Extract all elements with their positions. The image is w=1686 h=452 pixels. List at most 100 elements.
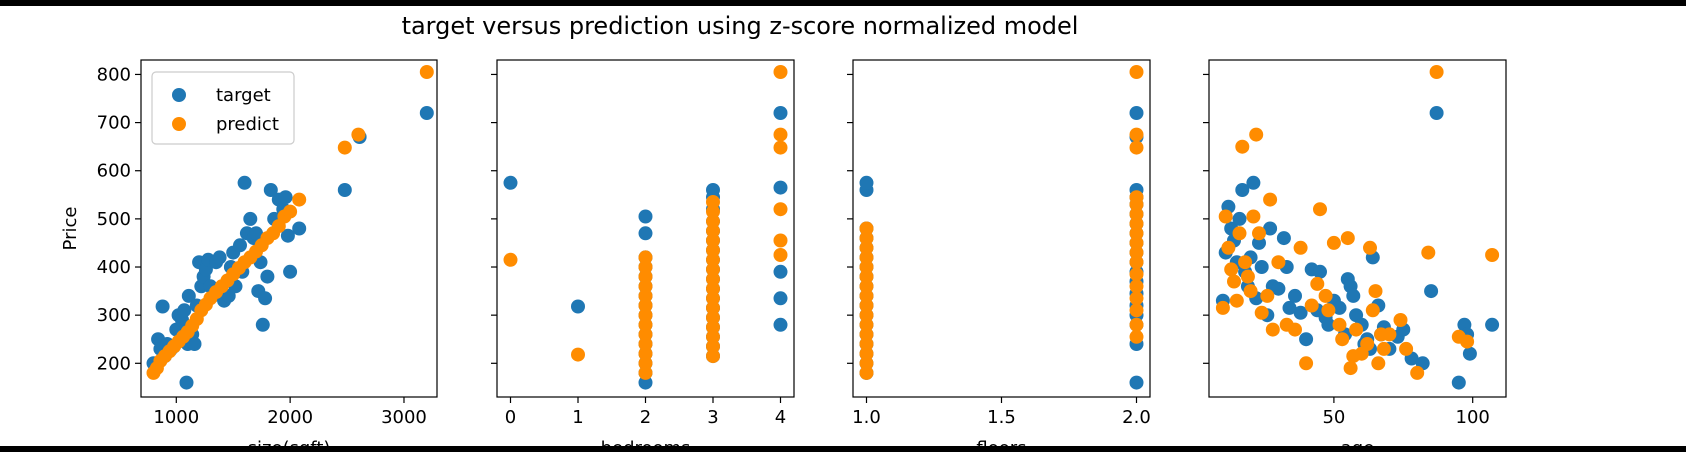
predict-point bbox=[638, 356, 653, 371]
predict-point bbox=[1360, 337, 1375, 351]
target-point bbox=[1346, 288, 1361, 303]
x-axis-label: bedrooms bbox=[601, 438, 691, 446]
target-point bbox=[212, 250, 227, 265]
target-point bbox=[280, 228, 295, 243]
predict-point bbox=[773, 140, 788, 155]
target-point bbox=[1263, 221, 1278, 236]
target-point bbox=[249, 226, 263, 241]
predict-point bbox=[1263, 192, 1278, 207]
predict-point bbox=[1129, 235, 1144, 250]
predict-point bbox=[1326, 235, 1341, 250]
target-point bbox=[859, 175, 874, 190]
y-tick-label: 400 bbox=[97, 257, 131, 278]
predict-point bbox=[1260, 288, 1275, 303]
predict-point bbox=[859, 221, 874, 236]
predict-point bbox=[859, 298, 874, 313]
subplots: 100020003000200300400500600700800size(sq… bbox=[60, 59, 1507, 446]
predict-point bbox=[1218, 209, 1233, 224]
target-point bbox=[773, 317, 788, 332]
target-point bbox=[258, 291, 273, 306]
predict-point bbox=[1221, 240, 1236, 255]
predict-point bbox=[1310, 276, 1325, 291]
y-tick-label: 700 bbox=[97, 113, 131, 134]
x-tick-label: 0 bbox=[505, 407, 516, 428]
x-axis-label: age bbox=[1341, 438, 1375, 446]
target-point bbox=[237, 175, 252, 190]
x-axis-label: size(sqft) bbox=[248, 438, 331, 446]
predict-point bbox=[706, 300, 720, 315]
target-point bbox=[1424, 284, 1439, 299]
target-point bbox=[1232, 211, 1247, 226]
predict-point bbox=[859, 288, 874, 303]
predict-point bbox=[859, 231, 874, 246]
predict-point bbox=[706, 339, 720, 354]
predict-point bbox=[638, 298, 653, 313]
predict-point bbox=[859, 269, 874, 284]
y-tick-label: 600 bbox=[97, 161, 131, 182]
predict-point bbox=[638, 279, 653, 294]
predict-point bbox=[706, 329, 720, 344]
predict-point bbox=[706, 349, 720, 364]
legend-marker-predict bbox=[172, 117, 186, 131]
target-point bbox=[179, 375, 194, 390]
predict-point bbox=[638, 317, 653, 332]
predict-point bbox=[1232, 226, 1247, 241]
predict-point bbox=[1229, 293, 1244, 308]
target-point bbox=[337, 183, 352, 197]
y-tick-label: 300 bbox=[97, 305, 131, 326]
predict-point bbox=[1129, 140, 1144, 155]
target-point bbox=[1252, 235, 1266, 250]
predict-point bbox=[859, 260, 874, 274]
legend-marker-target bbox=[172, 88, 186, 102]
y-tick-label: 500 bbox=[97, 209, 131, 230]
predict-point bbox=[1129, 207, 1144, 222]
target-point bbox=[187, 337, 202, 351]
predict-point bbox=[859, 317, 874, 332]
plot-svg: target versus prediction using z-score n… bbox=[60, 12, 1507, 446]
predict-point bbox=[706, 262, 720, 277]
predict-point bbox=[706, 195, 720, 209]
target-point bbox=[638, 375, 653, 390]
target-point bbox=[773, 180, 788, 195]
predict-point bbox=[503, 252, 518, 267]
predict-point bbox=[1363, 240, 1377, 255]
predict-point bbox=[706, 214, 720, 229]
target-point bbox=[1451, 375, 1466, 390]
target-point bbox=[1288, 288, 1302, 303]
target-point bbox=[1282, 300, 1297, 315]
target-point bbox=[706, 183, 720, 197]
target-point bbox=[1235, 183, 1250, 197]
predict-point bbox=[706, 272, 720, 287]
predict-point bbox=[1129, 255, 1144, 270]
predict-point bbox=[1243, 284, 1258, 299]
predict-point bbox=[1129, 65, 1144, 79]
predict-point bbox=[1460, 334, 1475, 349]
legend-box bbox=[151, 71, 295, 145]
target-point bbox=[1462, 346, 1477, 361]
predict-point bbox=[1293, 240, 1308, 255]
predict-point bbox=[859, 240, 874, 255]
predict-point bbox=[1288, 322, 1302, 337]
target-point bbox=[1129, 375, 1144, 390]
target-point bbox=[773, 291, 788, 306]
predict-point bbox=[1129, 317, 1144, 332]
predict-point bbox=[1332, 317, 1347, 332]
predict-point bbox=[773, 248, 788, 262]
predict-point bbox=[638, 346, 653, 361]
predict-point bbox=[638, 365, 653, 380]
target-point bbox=[419, 106, 434, 120]
predict-point bbox=[859, 250, 874, 265]
predict-point bbox=[1129, 329, 1144, 344]
legend-label-predict: predict bbox=[216, 114, 279, 135]
target-point bbox=[503, 175, 518, 190]
subplot-2: 0 1 2 3 4 bedrooms bbox=[491, 59, 795, 446]
predict-point bbox=[706, 320, 720, 335]
predict-point bbox=[1365, 303, 1380, 318]
target-point bbox=[1429, 106, 1444, 120]
predict-point bbox=[1252, 226, 1266, 241]
target-point bbox=[1254, 260, 1269, 274]
predict-point bbox=[773, 65, 788, 79]
predict-point bbox=[1254, 305, 1269, 320]
x-tick-label: 3 bbox=[707, 407, 718, 428]
